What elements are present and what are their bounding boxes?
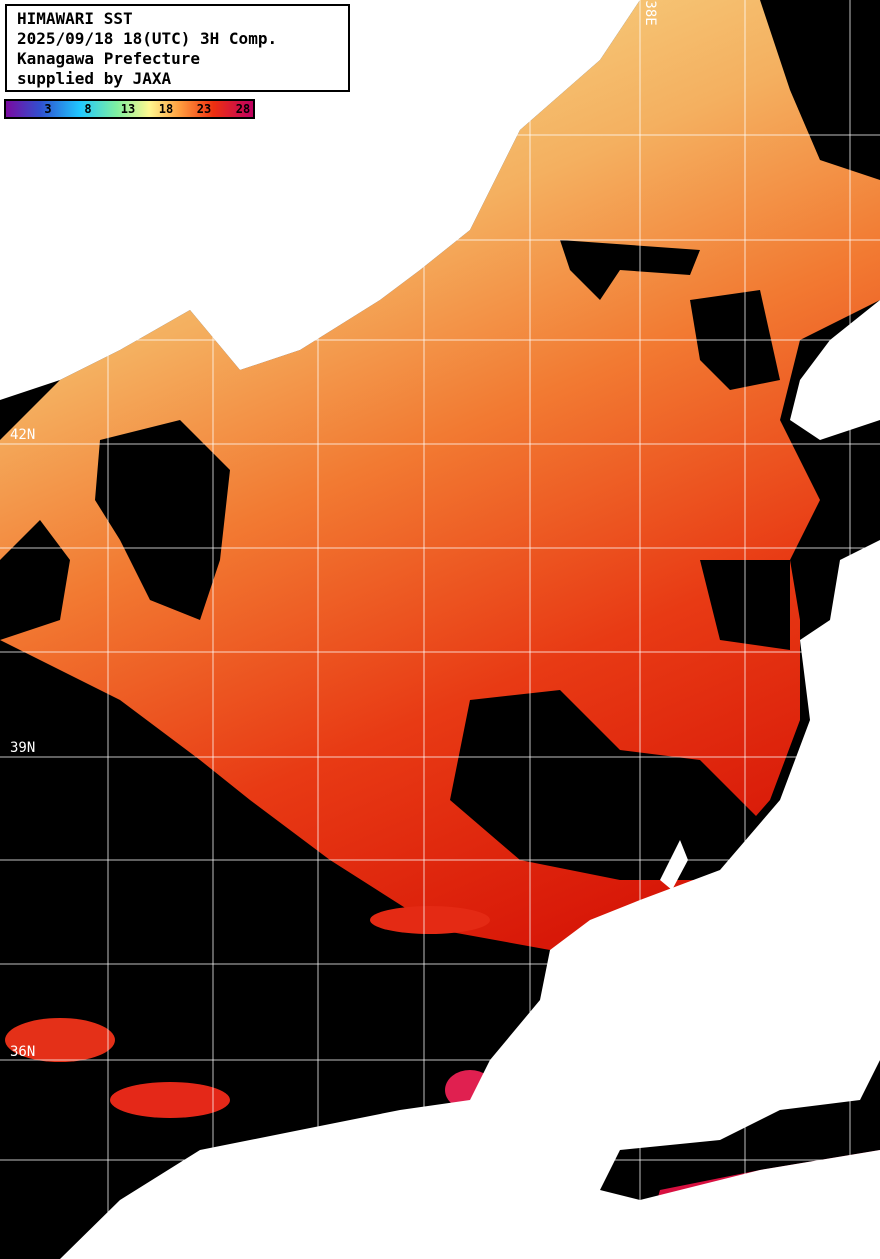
cloud-patch: [450, 690, 760, 880]
lat-label: 42N: [10, 427, 36, 443]
scale-tick: 13: [120, 102, 136, 116]
scale-tick: 28: [235, 102, 251, 116]
sado-island: [660, 840, 688, 890]
lon-label: 138E: [642, 0, 658, 26]
credit-line: supplied by JAXA: [17, 69, 172, 88]
cloud-patch: [0, 520, 70, 640]
color-scale-bar: 3 8 13 18 23 28: [4, 99, 255, 119]
scale-tick: 18: [158, 102, 174, 116]
lat-label: 39N: [10, 740, 36, 756]
scale-tick: 3: [44, 102, 52, 116]
cloud-patch: [560, 240, 700, 300]
title-line: HIMAWARI SST: [17, 9, 133, 28]
warm-patch: [370, 906, 490, 934]
warm-patch: [110, 1082, 230, 1118]
warm-patch: [5, 1018, 115, 1062]
cloud-patch: [95, 420, 230, 620]
scale-tick: 23: [196, 102, 212, 116]
title-box: HIMAWARI SST 2025/09/18 18(UTC) 3H Comp.…: [5, 4, 350, 92]
sst-sea-area: [0, 0, 880, 950]
lat-label: 36N: [10, 1044, 36, 1060]
datetime-line: 2025/09/18 18(UTC) 3H Comp.: [17, 29, 278, 48]
scale-tick: 8: [84, 102, 92, 116]
honshu-landmass: [60, 540, 880, 1259]
hokkaido-landmass: [790, 300, 880, 440]
region-line: Kanagawa Prefecture: [17, 49, 201, 68]
